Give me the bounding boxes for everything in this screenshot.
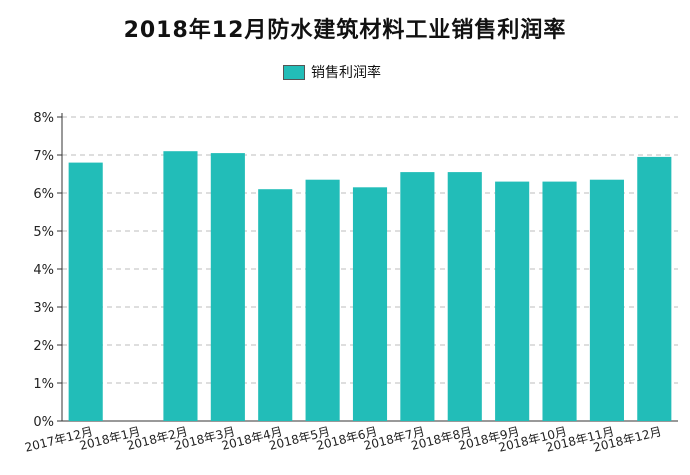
y-tick-label: 6% [33,187,54,202]
bar [68,162,103,421]
y-tick-label: 1% [33,377,54,392]
y-tick-label: 5% [33,225,54,240]
y-tick-label: 0% [33,415,54,430]
bar [305,179,340,421]
bar [352,187,388,421]
bar [163,151,198,421]
bar [400,172,435,421]
y-tick-label: 8% [33,111,54,126]
legend: 销售利润率 [283,62,381,82]
legend-label: 销售利润率 [311,65,381,81]
y-tick-label: 4% [33,263,54,278]
y-tick-label: 3% [33,301,54,316]
chart-title: 2018年12月防水建筑材料工业销售利润率 [123,18,567,43]
legend-swatch [283,64,305,80]
bar [210,153,245,421]
y-tick-label: 7% [33,149,54,164]
bar [589,179,624,421]
bar [495,181,530,421]
bar [542,181,577,421]
bar [447,172,482,421]
bar [637,156,672,421]
y-tick-label: 2% [33,339,54,354]
bar [258,189,293,421]
